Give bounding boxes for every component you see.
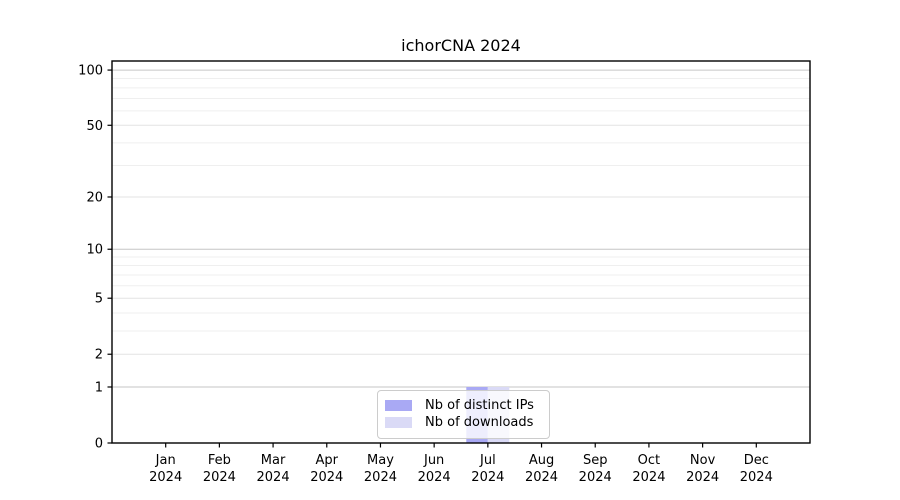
y-tick-label: 2 <box>95 348 103 363</box>
x-tick-label-month: Dec <box>744 453 769 468</box>
x-tick-label-year: 2024 <box>471 470 504 485</box>
x-tick-label-month: Oct <box>638 453 660 468</box>
y-tick-label: 1 <box>95 380 103 395</box>
x-tick-label-month: Jul <box>479 453 496 468</box>
y-tick-label: 20 <box>86 190 103 205</box>
x-tick-label-month: May <box>367 453 394 468</box>
legend-item-downloads: Nb of downloads <box>385 414 549 431</box>
legend-item-distinct-ips: Nb of distinct IPs <box>385 397 549 414</box>
x-tick-label-month: Jun <box>423 453 444 468</box>
x-tick-label-year: 2024 <box>686 470 719 485</box>
x-tick-label-year: 2024 <box>740 470 773 485</box>
plot-border <box>111 60 811 444</box>
y-tick-label: 100 <box>78 64 103 79</box>
legend-label-downloads: Nb of downloads <box>425 415 534 430</box>
x-tick-label-year: 2024 <box>632 470 665 485</box>
x-tick-label-month: Sep <box>583 453 608 468</box>
x-tick-label-year: 2024 <box>149 470 182 485</box>
y-tick-label: 50 <box>86 119 103 134</box>
x-tick-label-year: 2024 <box>579 470 612 485</box>
y-tick-label: 5 <box>95 292 103 307</box>
x-tick-label-month: Nov <box>690 453 716 468</box>
y-tick-label: 10 <box>86 243 103 258</box>
x-tick-label-year: 2024 <box>418 470 451 485</box>
legend-swatch-distinct-ips <box>385 400 412 411</box>
legend-label-distinct-ips: Nb of distinct IPs <box>425 398 534 413</box>
x-tick-label-month: Apr <box>316 453 339 468</box>
x-tick-label-month: Feb <box>208 453 231 468</box>
x-tick-label-year: 2024 <box>525 470 558 485</box>
legend: Nb of distinct IPs Nb of downloads <box>377 390 550 439</box>
x-tick-label-month: Jan <box>155 453 176 468</box>
x-tick-label-year: 2024 <box>203 470 236 485</box>
x-tick-label-year: 2024 <box>257 470 290 485</box>
x-tick-label-month: Aug <box>529 453 554 468</box>
x-tick-label-year: 2024 <box>310 470 343 485</box>
chart-title: ichorCNA 2024 <box>401 36 521 55</box>
legend-swatch-downloads <box>385 417 412 428</box>
x-tick-label-year: 2024 <box>364 470 397 485</box>
y-tick-label: 0 <box>95 437 103 452</box>
x-tick-label-month: Mar <box>261 453 286 468</box>
